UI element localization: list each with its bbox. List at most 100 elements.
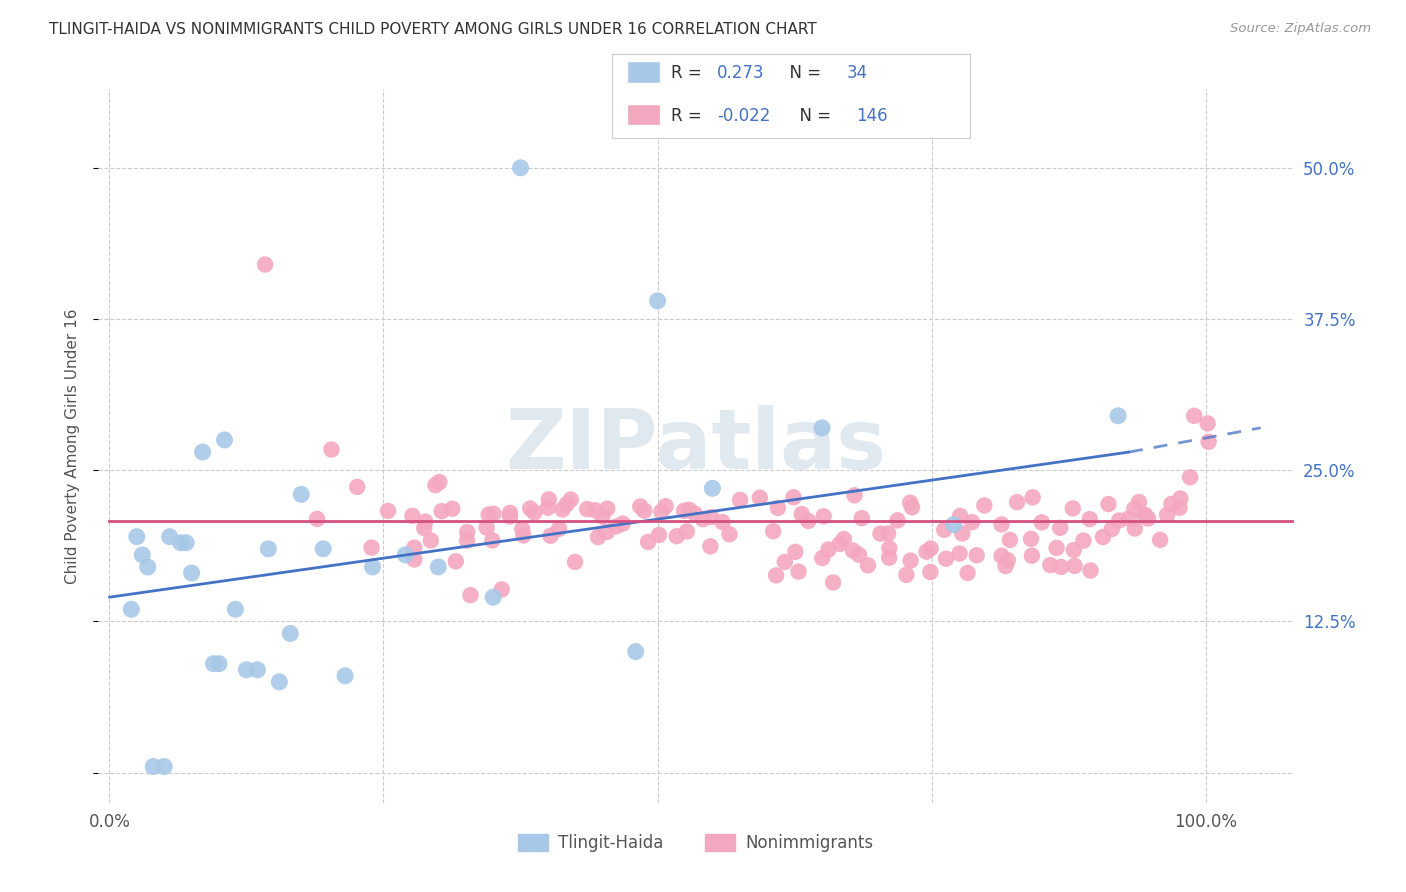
Point xyxy=(444,554,467,568)
Point xyxy=(482,507,505,521)
Point xyxy=(456,524,478,539)
Point xyxy=(817,542,839,557)
Point xyxy=(1062,501,1084,516)
Point xyxy=(647,293,669,308)
Point xyxy=(900,553,922,567)
Point xyxy=(169,535,191,549)
Point xyxy=(1137,511,1160,525)
Point xyxy=(254,258,277,272)
Point xyxy=(844,488,866,502)
Point xyxy=(948,547,970,561)
Point xyxy=(333,669,356,683)
Point xyxy=(377,504,399,518)
Point xyxy=(766,500,789,515)
Point xyxy=(782,490,804,504)
Legend: Tlingit-Haida, Nonimmigrants: Tlingit-Haida, Nonimmigrants xyxy=(512,827,880,859)
Point xyxy=(1080,564,1102,578)
Point xyxy=(790,507,813,521)
Point xyxy=(460,588,482,602)
Point xyxy=(499,509,522,524)
Point xyxy=(673,504,696,518)
Point xyxy=(813,509,835,524)
Point xyxy=(180,566,202,580)
Point xyxy=(665,529,688,543)
Point xyxy=(683,507,706,521)
Point xyxy=(596,501,619,516)
Point xyxy=(519,501,541,516)
Point xyxy=(136,560,159,574)
Point xyxy=(510,522,533,536)
Point xyxy=(966,549,988,563)
Point xyxy=(851,511,873,525)
Point xyxy=(1198,434,1220,449)
Point xyxy=(427,475,450,489)
Point xyxy=(413,515,436,529)
Point xyxy=(773,555,796,569)
Point xyxy=(125,530,148,544)
Point xyxy=(1073,533,1095,548)
Text: R =: R = xyxy=(671,107,707,125)
Point xyxy=(654,499,676,513)
Point xyxy=(142,759,165,773)
Point xyxy=(994,559,1017,574)
Point xyxy=(456,533,478,548)
Point xyxy=(1182,409,1205,423)
Point xyxy=(915,545,938,559)
Point xyxy=(942,517,965,532)
Point xyxy=(1039,558,1062,573)
Text: TLINGIT-HAIDA VS NONIMMIGRANTS CHILD POVERTY AMONG GIRLS UNDER 16 CORRELATION CH: TLINGIT-HAIDA VS NONIMMIGRANTS CHILD POV… xyxy=(49,22,817,37)
Text: N =: N = xyxy=(789,107,837,125)
Point xyxy=(950,526,973,541)
Point xyxy=(1005,495,1028,509)
Point xyxy=(120,602,142,616)
Point xyxy=(475,520,498,534)
Point xyxy=(1135,508,1157,523)
Point xyxy=(633,503,655,517)
Point xyxy=(441,501,464,516)
Point xyxy=(1021,549,1043,563)
Point xyxy=(1178,470,1201,484)
Point xyxy=(1108,513,1130,527)
Point xyxy=(718,527,741,541)
Point xyxy=(131,548,153,562)
Point xyxy=(419,533,441,548)
Point xyxy=(512,528,534,542)
Point xyxy=(1063,558,1085,573)
Point xyxy=(811,551,834,566)
Point xyxy=(425,478,447,492)
Point xyxy=(564,555,586,569)
Point xyxy=(278,626,301,640)
Text: 0.273: 0.273 xyxy=(717,64,765,82)
Point xyxy=(990,549,1012,563)
Point xyxy=(202,657,225,671)
Point xyxy=(787,565,810,579)
Point xyxy=(711,515,734,529)
Point xyxy=(1133,508,1156,522)
Point xyxy=(1156,508,1178,522)
Point xyxy=(935,551,957,566)
Point xyxy=(762,524,785,539)
Point xyxy=(702,481,724,495)
Point xyxy=(1168,500,1191,515)
Point xyxy=(346,480,368,494)
Point xyxy=(920,541,942,556)
Point xyxy=(586,530,609,544)
Point xyxy=(877,541,900,556)
Point xyxy=(214,433,236,447)
Point xyxy=(848,548,870,562)
Point xyxy=(191,445,214,459)
Text: Source: ZipAtlas.com: Source: ZipAtlas.com xyxy=(1230,22,1371,36)
Point xyxy=(269,674,291,689)
Point xyxy=(208,657,231,671)
Point xyxy=(482,590,505,604)
Point xyxy=(728,492,751,507)
Point xyxy=(404,541,426,555)
Point xyxy=(159,530,181,544)
Point xyxy=(998,533,1021,547)
Point xyxy=(540,529,562,543)
Point xyxy=(1149,533,1171,547)
Point xyxy=(481,533,503,548)
Point xyxy=(537,492,560,507)
Point xyxy=(605,519,627,533)
Point xyxy=(748,491,770,505)
